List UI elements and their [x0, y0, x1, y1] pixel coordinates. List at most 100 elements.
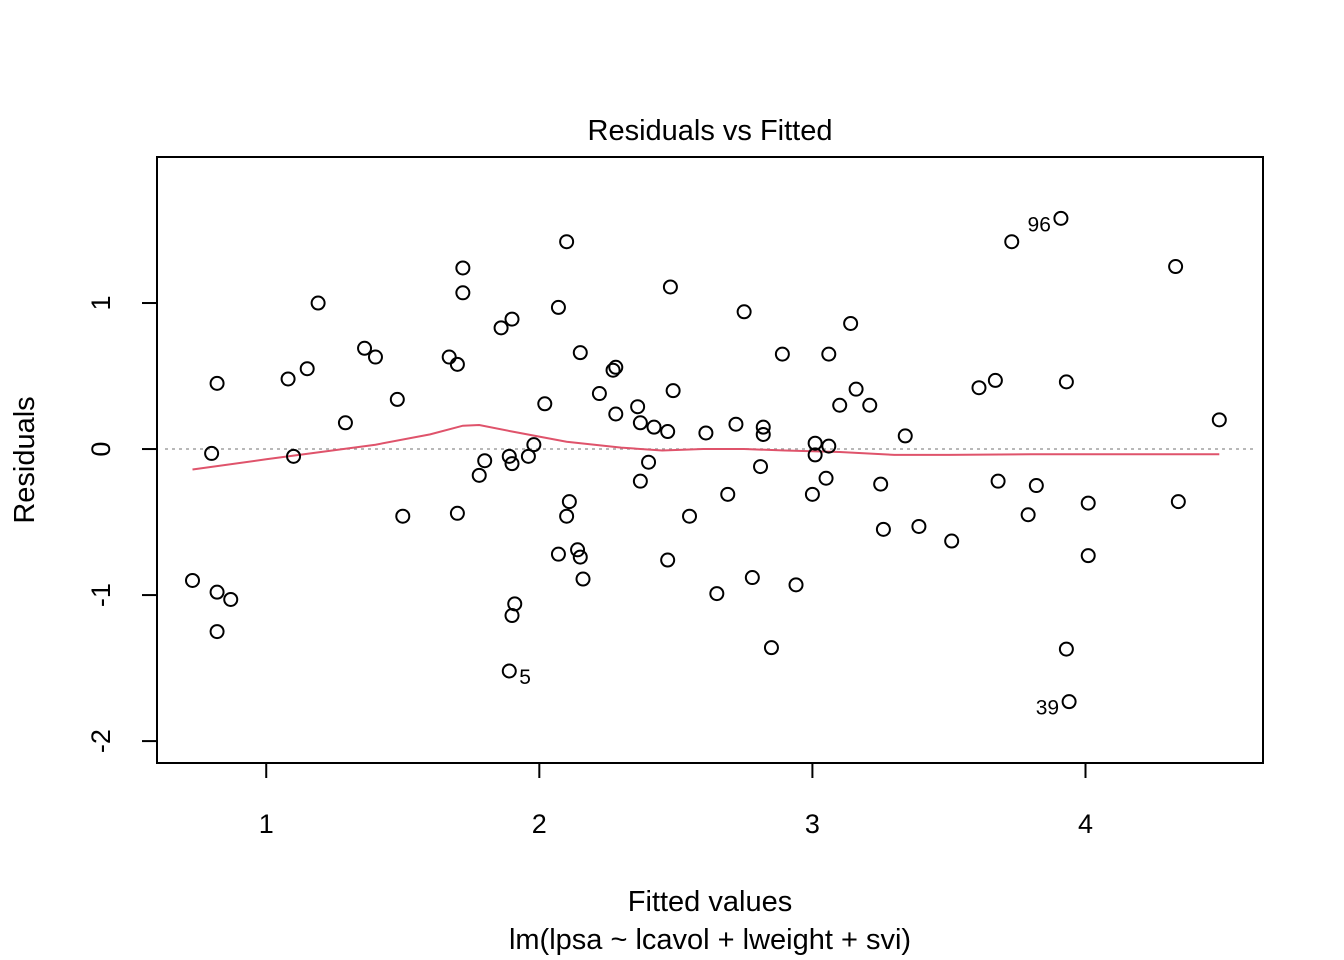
data-point: [455, 285, 471, 301]
data-point: [728, 416, 744, 432]
data-point: [720, 486, 736, 502]
data-point: [807, 435, 823, 451]
data-point: [660, 552, 676, 568]
data-point: [504, 311, 520, 327]
y-tick-label: -1: [86, 583, 116, 607]
data-point: [1168, 259, 1184, 275]
data-point: [299, 361, 315, 377]
data-point: [897, 428, 913, 444]
data-point: [209, 584, 225, 600]
data-point: [1020, 507, 1036, 523]
data-point: [744, 570, 760, 586]
data-point: [660, 424, 676, 440]
data-point: [395, 508, 411, 524]
data-point: [698, 425, 714, 441]
data-point: [630, 399, 646, 415]
data-point: [971, 380, 987, 396]
data-point: [575, 571, 591, 587]
data-point: [1061, 694, 1077, 710]
data-point: [504, 456, 520, 472]
point-label: 39: [1036, 697, 1059, 720]
data-point: [537, 396, 553, 412]
data-point: [501, 663, 517, 679]
data-point: [632, 473, 648, 489]
data-point: [1058, 374, 1074, 390]
x-tick-label: 3: [805, 809, 820, 839]
chart-subtitle: lm(lpsa ~ lcavol + lweight + svi): [509, 924, 911, 956]
data-point: [736, 304, 752, 320]
data-point: [504, 608, 520, 624]
data-point: [821, 346, 837, 362]
y-axis-label: Residuals: [9, 396, 41, 523]
data-point: [662, 279, 678, 295]
data-point: [493, 320, 509, 336]
data-point: [1053, 210, 1069, 226]
data-point: [389, 391, 405, 407]
data-point: [818, 470, 834, 486]
data-point: [1080, 548, 1096, 564]
data-point: [1004, 234, 1020, 250]
data-point: [990, 473, 1006, 489]
y-tick-label: 0: [86, 442, 116, 457]
data-point: [753, 459, 769, 475]
data-point: [862, 397, 878, 413]
data-point: [804, 486, 820, 502]
data-point: [357, 340, 373, 356]
data-point: [944, 533, 960, 549]
data-point: [821, 438, 837, 454]
smoother-line: [192, 423, 1220, 471]
data-point: [204, 445, 220, 461]
data-point: [441, 349, 457, 365]
data-point: [209, 375, 225, 391]
data-point: [280, 371, 296, 387]
data-point: [709, 586, 725, 602]
data-point: [449, 356, 465, 372]
data-point: [286, 448, 302, 464]
data-point: [605, 362, 621, 378]
data-point: [788, 577, 804, 593]
plot-frame: [156, 156, 1264, 764]
data-point: [550, 546, 566, 562]
data-point: [848, 381, 864, 397]
data-point: [561, 494, 577, 510]
data-point: [641, 454, 657, 470]
data-point: [477, 453, 493, 469]
data-point: [843, 315, 859, 331]
data-point: [755, 419, 771, 435]
data-point: [608, 406, 624, 422]
point-label: 96: [1028, 213, 1051, 236]
data-point: [646, 419, 662, 435]
chart-title: Residuals vs Fitted: [588, 115, 833, 147]
data-point: [873, 476, 889, 492]
data-point: [665, 383, 681, 399]
y-tick-label: 1: [86, 296, 116, 311]
data-point: [367, 349, 383, 365]
data-point: [185, 572, 201, 588]
data-point: [774, 346, 790, 362]
x-tick-label: 1: [259, 809, 274, 839]
data-point: [526, 437, 542, 453]
data-point: [337, 415, 353, 431]
data-point: [572, 345, 588, 361]
data-point: [608, 359, 624, 375]
y-tick-label: -2: [86, 729, 116, 753]
data-point: [911, 518, 927, 534]
x-axis-label: Fitted values: [628, 886, 792, 918]
data-point: [572, 549, 588, 565]
data-point: [559, 234, 575, 250]
data-point: [310, 295, 326, 311]
x-tick-label: 4: [1078, 809, 1093, 839]
data-point: [807, 447, 823, 463]
data-point: [755, 426, 771, 442]
data-point: [1080, 495, 1096, 511]
data-point: [501, 448, 517, 464]
data-point: [632, 415, 648, 431]
data-point: [550, 299, 566, 315]
data-point: [1028, 478, 1044, 494]
data-point: [570, 542, 586, 558]
data-point: [520, 448, 536, 464]
data-point: [682, 508, 698, 524]
data-point: [987, 372, 1003, 388]
x-tick-label: 2: [532, 809, 547, 839]
